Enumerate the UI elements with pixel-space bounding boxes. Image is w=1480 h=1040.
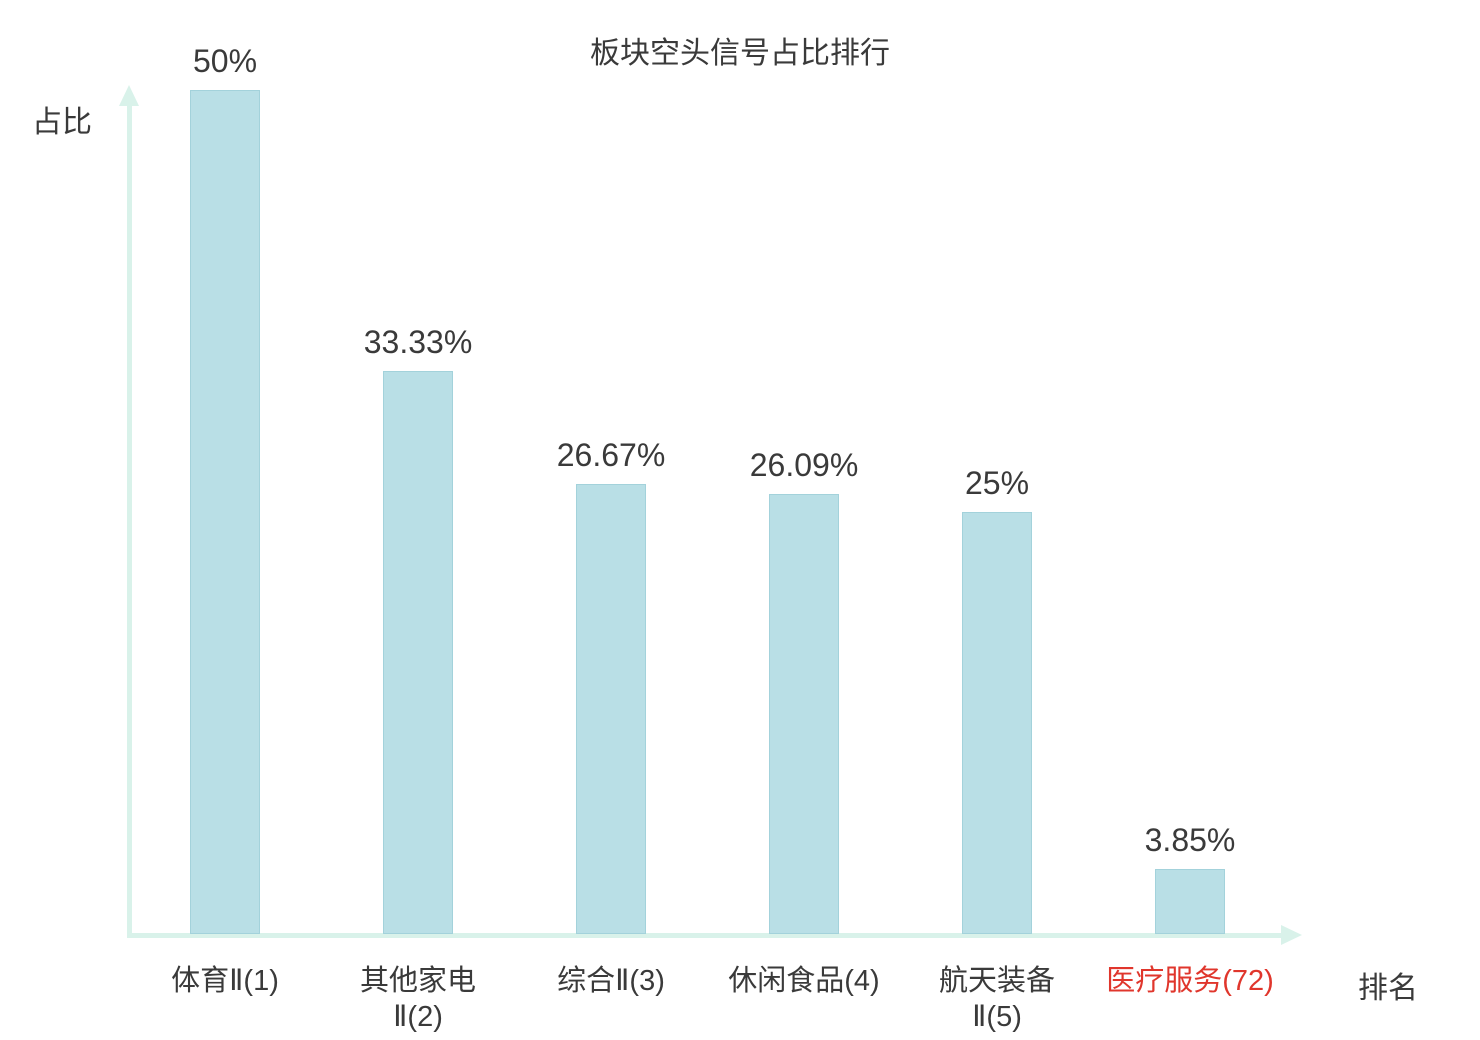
category-label-line: 航天装备 [938, 965, 1055, 997]
bar-value-label: 50% [192, 43, 258, 79]
bar-category-label: 综合Ⅱ(3) [496, 963, 726, 999]
bar-value-label: 26.09% [749, 446, 859, 483]
x-axis-arrow-icon [1281, 925, 1302, 945]
category-label-line: 医疗服务(72) [1106, 965, 1274, 997]
bar-category-label: 其他家电 Ⅱ(2) [303, 963, 533, 1036]
y-axis-line [127, 104, 132, 937]
bar-5 [962, 512, 1032, 934]
x-axis-line [127, 933, 1283, 938]
category-label-line: 综合Ⅱ(3) [557, 965, 665, 997]
bar-4 [769, 493, 839, 934]
bar-value-label: 33.33% [363, 324, 473, 361]
bar-category-label: 体育Ⅱ(1) [110, 963, 340, 999]
bar-2 [383, 371, 453, 934]
bar-value-label: 3.85% [1144, 822, 1236, 858]
category-label-line: Ⅱ(2) [393, 1001, 443, 1034]
chart-title: 板块空头信号占比排行 [590, 37, 890, 70]
bar-3 [576, 483, 646, 934]
bar-category-label: 医疗服务(72) [1075, 963, 1305, 999]
bar-value-label: 26.67% [556, 436, 666, 473]
category-label-line: 休闲食品(4) [728, 965, 880, 997]
category-label-line: 其他家电 [359, 965, 476, 997]
y-axis-arrow-icon [119, 85, 139, 106]
bar-6 [1155, 869, 1225, 934]
category-label-line: Ⅱ(5) [972, 1001, 1022, 1034]
x-axis-label: 排名 [1358, 972, 1418, 1005]
bar-1 [190, 90, 260, 934]
bar-value-label: 25% [964, 465, 1030, 501]
y-axis-label: 占比 [32, 106, 92, 139]
category-label-line: 体育Ⅱ(1) [171, 965, 279, 997]
bar-category-label: 航天装备 Ⅱ(5) [882, 963, 1112, 1036]
bar-category-label: 休闲食品(4) [689, 963, 919, 999]
